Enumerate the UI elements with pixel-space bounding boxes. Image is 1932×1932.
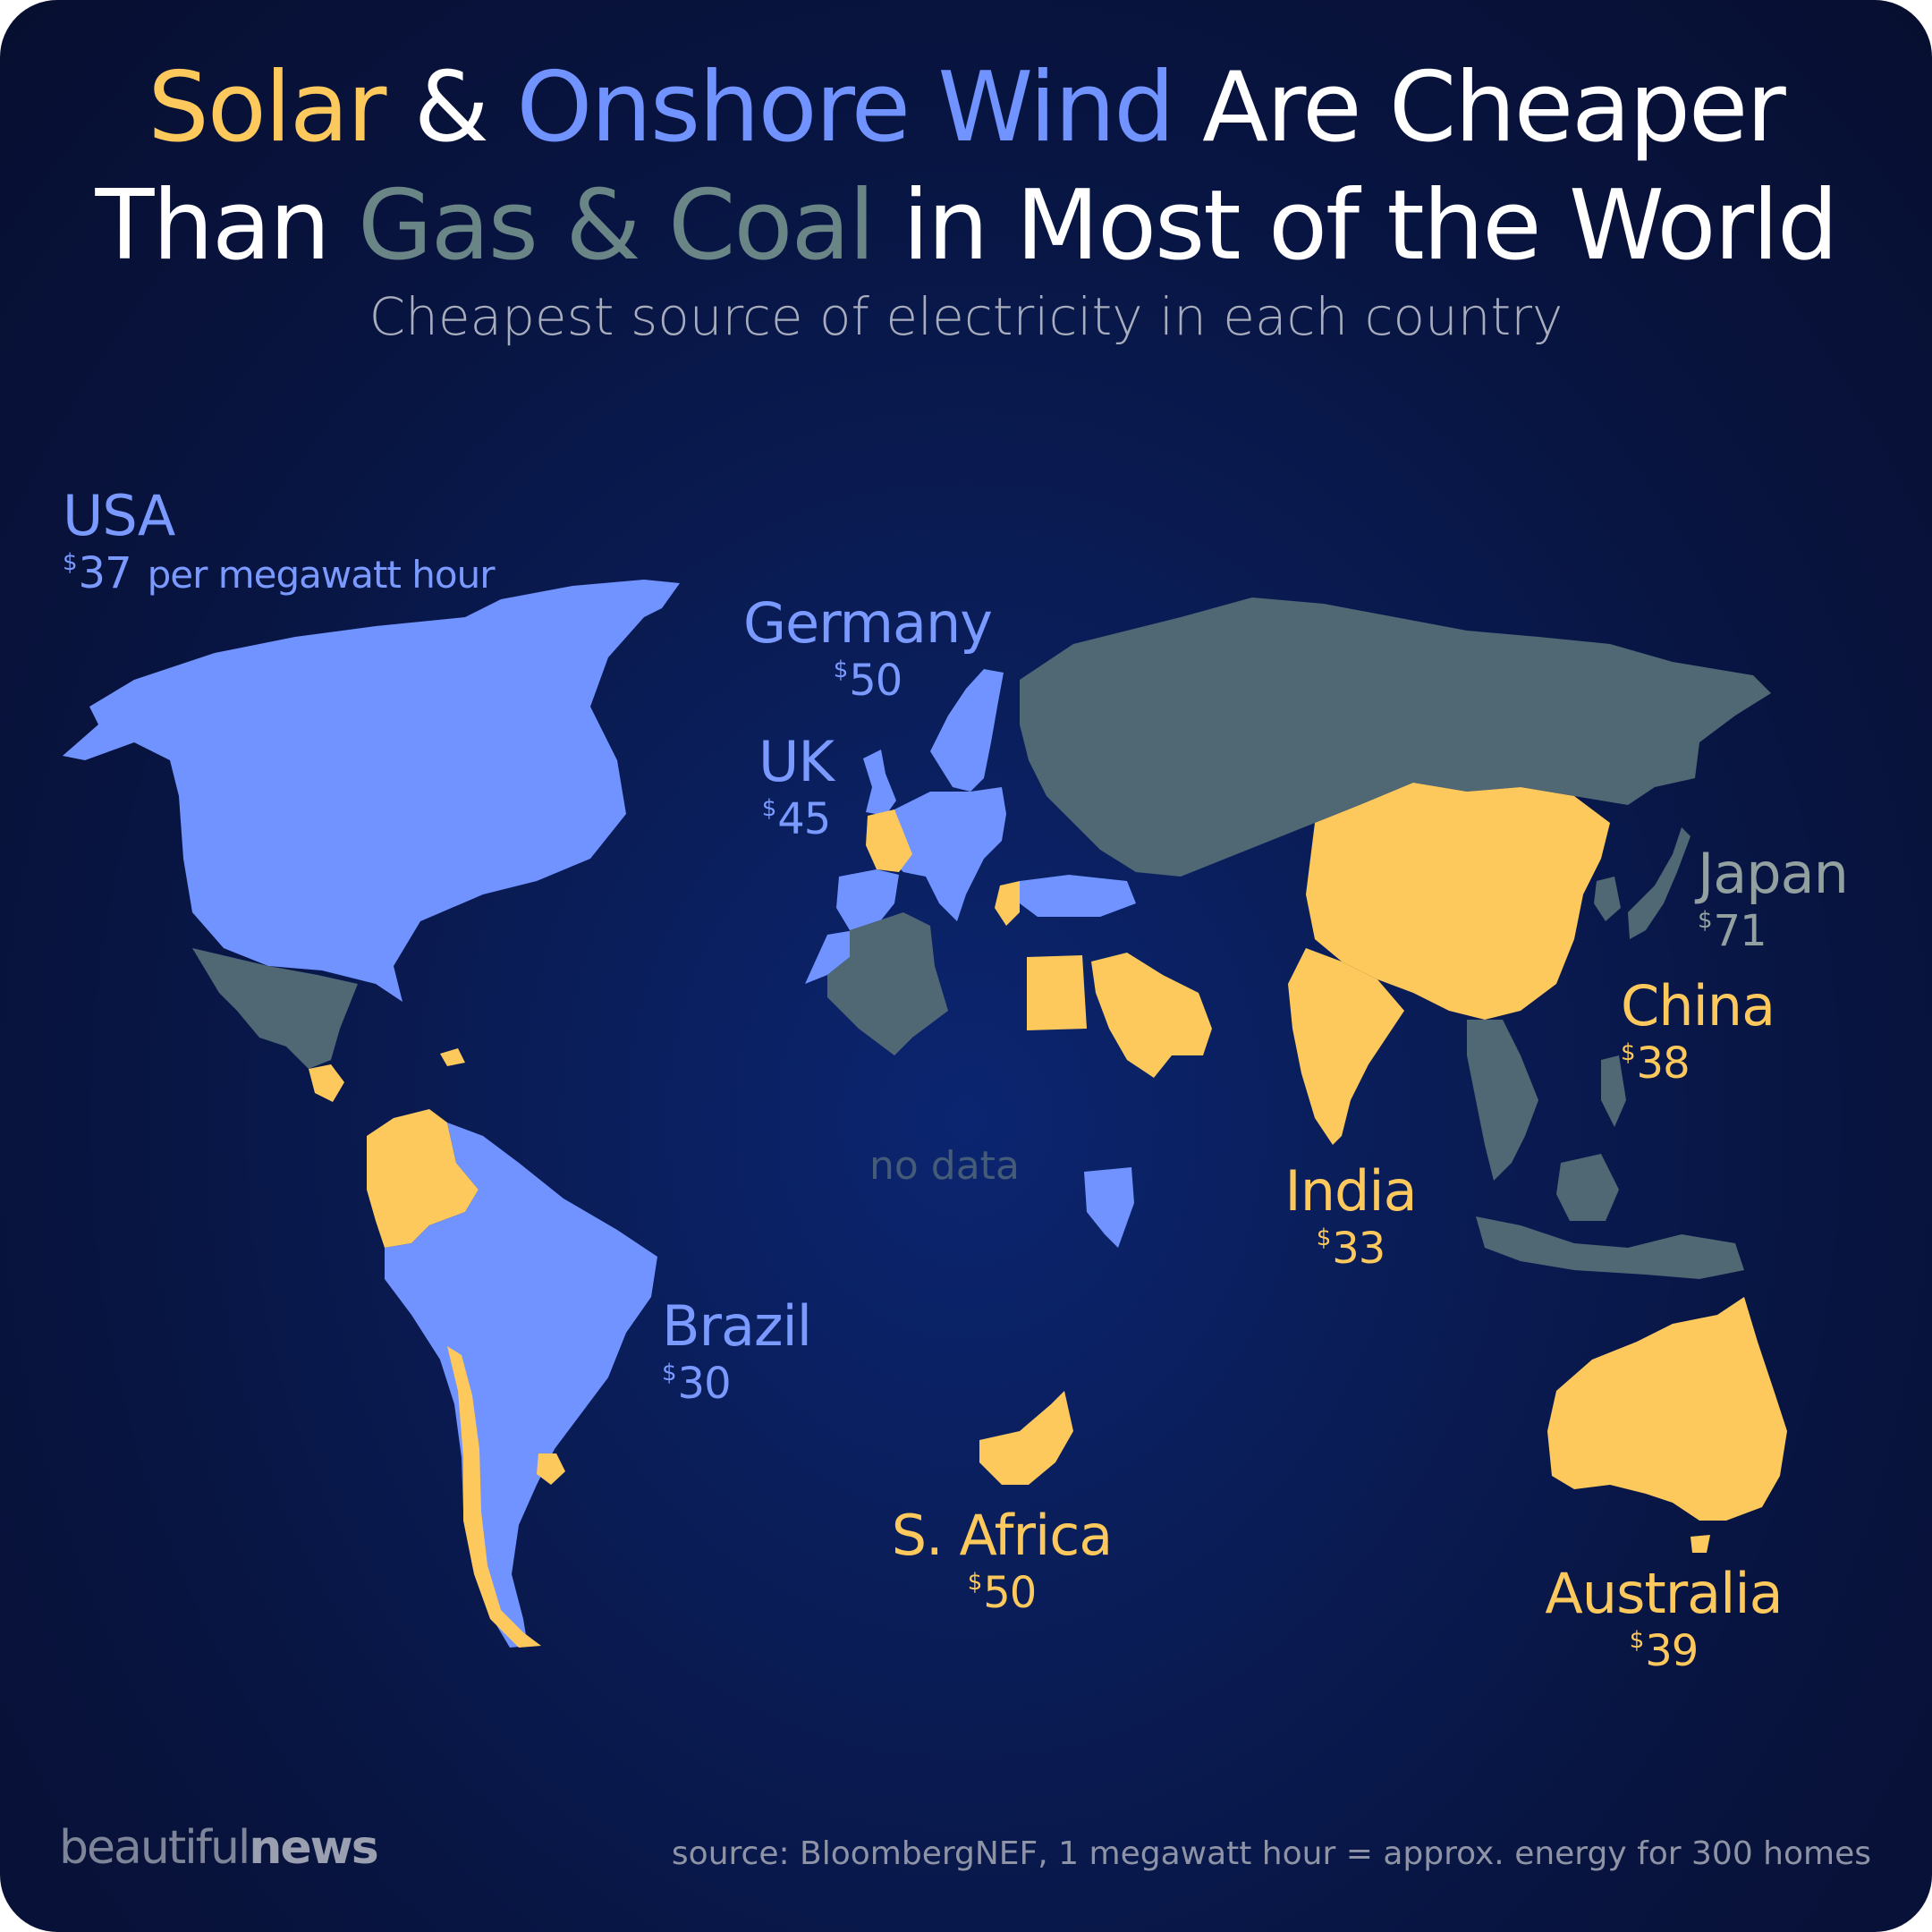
country-name: Germany: [743, 590, 993, 656]
brand-part-2: news: [249, 1821, 378, 1875]
label-germany: Germany $50: [733, 590, 1002, 706]
region-borneo: [1556, 1154, 1619, 1221]
region-indonesia: [1476, 1216, 1744, 1279]
region-southeast-asia: [1467, 1020, 1538, 1181]
source-note: source: BloombergNEF, 1 megawatt hour = …: [671, 1835, 1871, 1872]
region-iberia: [836, 869, 899, 930]
region-colombia-solar: [367, 1109, 479, 1248]
region-russia: [1020, 597, 1771, 877]
region-uk: [863, 750, 896, 816]
price: $50: [833, 656, 903, 706]
country-name: USA: [63, 483, 175, 548]
label-brazil: Brazil $30: [662, 1293, 812, 1409]
label-australia: Australia $39: [1530, 1561, 1798, 1676]
region-australia-solar: [1547, 1297, 1787, 1521]
region-tasmania-solar: [1690, 1535, 1710, 1553]
label-s-africa: S. Africa $50: [877, 1503, 1127, 1618]
region-india-solar: [1288, 948, 1404, 1145]
region-south-america: [385, 1123, 657, 1648]
title-line-2: Than Gas & Coal in Most of the World: [0, 170, 1932, 282]
price-unit: per megawatt hour: [147, 553, 496, 597]
price: $45: [761, 794, 832, 844]
region-china-solar: [1306, 783, 1610, 1020]
price: $37 per megawatt hour: [63, 548, 496, 598]
label-india: India $33: [1279, 1158, 1422, 1274]
region-kenya: [1084, 1167, 1134, 1248]
region-caribbean-solar: [440, 1048, 465, 1066]
price: $71: [1698, 906, 1767, 956]
region-korea: [1594, 877, 1621, 921]
region-greenland: [465, 580, 680, 644]
price: $38: [1621, 1038, 1690, 1089]
country-name: Australia: [1545, 1561, 1783, 1626]
region-north-america: [63, 583, 680, 1002]
region-scandinavia: [930, 669, 1004, 792]
title-gas-coal: Gas & Coal: [357, 170, 876, 282]
region-japan: [1628, 827, 1690, 939]
title-line2-rest: in Most of the World: [873, 170, 1838, 282]
country-name: China: [1621, 973, 1775, 1038]
region-morocco: [805, 930, 854, 984]
region-greece-solar: [995, 881, 1020, 926]
country-name: Brazil: [662, 1293, 812, 1359]
region-philippines: [1601, 1055, 1626, 1127]
region-uruguay-solar: [537, 1453, 565, 1485]
title-than: Than: [95, 170, 358, 282]
region-chile-solar: [447, 1346, 541, 1648]
region-algeria: [827, 912, 948, 1055]
title-amp: &: [385, 52, 517, 164]
region-arabia-solar: [1091, 953, 1212, 1078]
country-name: UK: [758, 729, 835, 794]
brand-logo: beautifulnews: [59, 1821, 379, 1875]
country-name: India: [1284, 1158, 1417, 1224]
label-japan: Japan $71: [1698, 841, 1849, 956]
price: $50: [967, 1568, 1038, 1618]
price: $39: [1629, 1626, 1699, 1676]
country-name: Japan: [1698, 841, 1849, 906]
region-egypt-solar: [1027, 955, 1087, 1030]
title-line1-rest: Are Cheaper: [1173, 52, 1786, 164]
price: $30: [662, 1359, 732, 1409]
label-uk: UK $45: [751, 729, 841, 844]
no-data-label: no data: [869, 1143, 1020, 1189]
region-central-america-solar: [309, 1064, 344, 1102]
title-line-1: Solar & Onshore Wind Are Cheaper: [0, 52, 1932, 164]
region-turkey: [1020, 875, 1136, 917]
subtitle: Cheapest source of electricity in each c…: [369, 286, 1563, 347]
region-south-africa-solar: [979, 1391, 1073, 1485]
country-name: S. Africa: [891, 1503, 1114, 1568]
title-solar: Solar: [148, 52, 386, 164]
region-france-solar: [866, 809, 912, 872]
region-mexico: [192, 948, 358, 1069]
title-onshore-wind: Onshore Wind: [516, 52, 1174, 164]
price: $33: [1316, 1224, 1386, 1274]
region-europe-mainland: [877, 787, 1006, 921]
label-china: China $38: [1621, 973, 1775, 1089]
brand-part-1: beautiful: [59, 1821, 250, 1875]
label-usa: USA $37 per megawatt hour: [63, 483, 496, 598]
